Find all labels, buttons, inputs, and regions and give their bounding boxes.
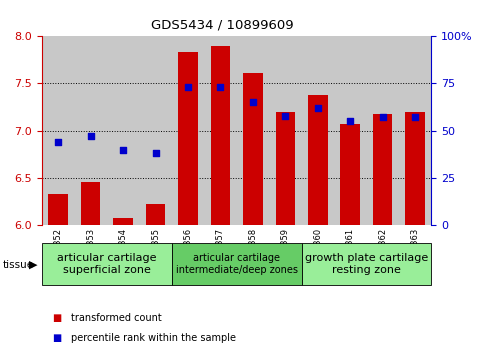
Bar	[146, 204, 165, 225]
Point	[87, 134, 95, 139]
Bar	[113, 219, 133, 225]
Bar	[341, 124, 360, 225]
Text: transformed count: transformed count	[71, 313, 162, 323]
Bar	[276, 112, 295, 225]
Bar	[42, 36, 74, 225]
Bar	[302, 243, 431, 285]
Bar	[243, 73, 263, 225]
Point	[282, 113, 289, 118]
Text: growth plate cartilage
resting zone: growth plate cartilage resting zone	[305, 253, 428, 275]
Bar	[366, 36, 399, 225]
Bar	[302, 36, 334, 225]
Point	[346, 118, 354, 124]
Text: ■: ■	[52, 333, 61, 343]
Bar	[178, 52, 198, 225]
Bar	[334, 36, 366, 225]
Text: ■: ■	[52, 313, 61, 323]
Bar	[373, 114, 392, 225]
Bar	[48, 194, 68, 225]
Text: articular cartilage
intermediate/deep zones: articular cartilage intermediate/deep zo…	[176, 253, 298, 275]
Point	[184, 84, 192, 90]
Bar	[269, 36, 302, 225]
Bar	[42, 243, 172, 285]
Bar	[405, 112, 425, 225]
Bar	[308, 95, 327, 225]
Bar	[399, 36, 431, 225]
Text: tissue: tissue	[2, 260, 34, 270]
Bar	[204, 36, 237, 225]
Bar	[74, 36, 107, 225]
Bar	[172, 243, 302, 285]
Point	[379, 115, 387, 121]
Text: articular cartilage
superficial zone: articular cartilage superficial zone	[57, 253, 157, 275]
Point	[151, 150, 159, 156]
Point	[314, 105, 322, 111]
Point	[216, 84, 224, 90]
Text: percentile rank within the sample: percentile rank within the sample	[71, 333, 237, 343]
Point	[119, 147, 127, 152]
Text: ▶: ▶	[29, 260, 37, 270]
Point	[249, 99, 257, 105]
Bar	[211, 46, 230, 225]
Text: GDS5434 / 10899609: GDS5434 / 10899609	[150, 18, 293, 31]
Point	[411, 115, 419, 121]
Bar	[139, 36, 172, 225]
Point	[54, 139, 62, 145]
Bar	[172, 36, 204, 225]
Bar	[81, 182, 101, 225]
Bar	[107, 36, 139, 225]
Bar	[237, 36, 269, 225]
